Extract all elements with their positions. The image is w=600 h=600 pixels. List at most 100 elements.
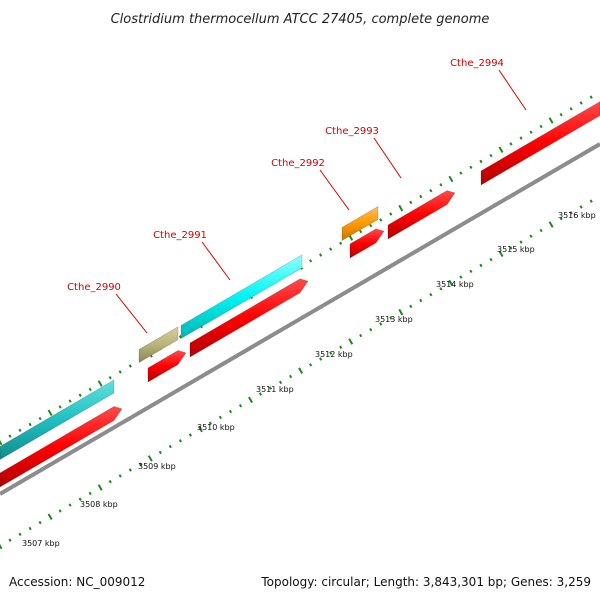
outer-tick (409, 200, 413, 205)
kbp-tick-label: 3509 kbp (138, 462, 176, 471)
inner-tick (68, 503, 72, 507)
inner-tick (498, 250, 504, 258)
inner-tick (138, 462, 142, 466)
inner-tick (158, 450, 162, 455)
inner-tick (78, 497, 82, 501)
inner-tick (298, 367, 304, 374)
inner-tick (339, 345, 343, 350)
inner-tick (379, 322, 383, 326)
outer-tick (8, 434, 12, 438)
outer-tick (38, 416, 42, 421)
kbp-tick-label: 3514 kbp (436, 280, 474, 289)
outer-tick (128, 364, 132, 368)
callout-line (115, 293, 148, 334)
inner-tick (529, 234, 533, 238)
inner-tick (0, 543, 3, 550)
inner-tick (469, 269, 473, 274)
inner-tick (589, 199, 593, 203)
kbp-tick-label: 3511 kbp (256, 385, 294, 394)
outer-tick (108, 375, 112, 380)
inner-tick (28, 526, 32, 531)
inner-tick (548, 221, 554, 228)
outer-tick (479, 159, 483, 164)
inner-tick (539, 228, 543, 233)
inner-tick (329, 351, 333, 355)
genome-backbone (0, 142, 600, 496)
outer-tick (88, 387, 92, 392)
cds-block-cthe-2991 (180, 254, 303, 340)
inner-tick (108, 479, 112, 484)
outer-tick (369, 223, 373, 228)
inner-tick (359, 333, 363, 338)
gene-label: Cthe_2990 (67, 282, 121, 293)
gene-label: Cthe_2992 (271, 158, 325, 169)
outer-tick (359, 229, 363, 234)
kbp-scale: 3507 kbp 3508 kbp 3509 kbp 3510 kbp 3511 kbp… (22, 211, 596, 548)
outer-tick (589, 95, 593, 99)
inner-tick (38, 520, 42, 525)
outer-tick (28, 422, 32, 427)
inner-tick (519, 240, 523, 244)
gene-label: Cthe_2991 (153, 230, 207, 241)
inner-tick (208, 421, 212, 425)
gene-arrow-cthe-2992 (349, 228, 385, 259)
outer-tick (469, 165, 473, 170)
inner-tick (409, 304, 413, 309)
outer-tick (429, 188, 433, 193)
inner-tick (569, 211, 573, 215)
accession-text: Accession: NC_009012 (9, 575, 145, 589)
inner-tick (459, 275, 463, 279)
kbp-tick-label: 3507 kbp (22, 539, 60, 548)
kbp-tick-label: 3515 kbp (497, 245, 535, 254)
outer-tick (519, 136, 523, 140)
outer-tick (389, 212, 393, 216)
inner-tick (559, 216, 563, 221)
inner-tick (389, 316, 393, 320)
kbp-tick-label: 3516 kbp (558, 211, 596, 220)
gene-arrow-cthe-2990 (147, 350, 187, 383)
outer-tick (178, 335, 182, 339)
outer-tick (569, 107, 573, 111)
outer-tick (309, 259, 313, 263)
outer-tick (448, 175, 454, 183)
outer-tick (339, 241, 343, 246)
callout-line (373, 137, 402, 179)
inner-tick (228, 409, 233, 414)
inner-tick (348, 338, 354, 345)
kbp-tick-label: 3512 kbp (315, 350, 353, 359)
outer-tick (509, 142, 513, 146)
inner-tick (197, 425, 203, 433)
inner-tick (97, 484, 103, 491)
outer-tick (18, 428, 22, 433)
outer-tick (548, 117, 554, 124)
cds-block-teal (0, 379, 115, 460)
outer-tick (0, 439, 3, 446)
outer-tick (579, 101, 583, 105)
gene-features (0, 101, 600, 488)
callout-line (319, 169, 350, 211)
outer-tick (118, 370, 122, 374)
inner-tick (309, 363, 313, 367)
outer-tick (329, 247, 333, 251)
outer-tick (559, 112, 563, 117)
gene-label: Cthe_2993 (325, 126, 379, 137)
inner-tick (168, 444, 172, 449)
outer-tick (319, 253, 323, 257)
inner-tick (218, 415, 222, 420)
outer-tick (58, 405, 62, 409)
inner-tick (398, 308, 404, 316)
kbp-tick-label: 3510 kbp (197, 423, 235, 432)
inner-tick (319, 357, 323, 361)
outer-tick (459, 171, 463, 175)
outer-tick (419, 194, 423, 199)
cds-block-cthe-2992 (341, 205, 379, 242)
inner-tick (419, 298, 423, 303)
inner-tick-ring (0, 199, 593, 550)
outer-tick (398, 204, 404, 212)
gene-callouts: Cthe_2990 Cthe_2991 Cthe_2992 Cthe_2993 Cthe… (67, 58, 527, 334)
inner-tick (289, 374, 293, 379)
topology-text: Topology: circular; Length: 3,843,301 bp… (260, 575, 591, 589)
outer-tick (78, 393, 82, 397)
outer-tick (539, 124, 543, 129)
